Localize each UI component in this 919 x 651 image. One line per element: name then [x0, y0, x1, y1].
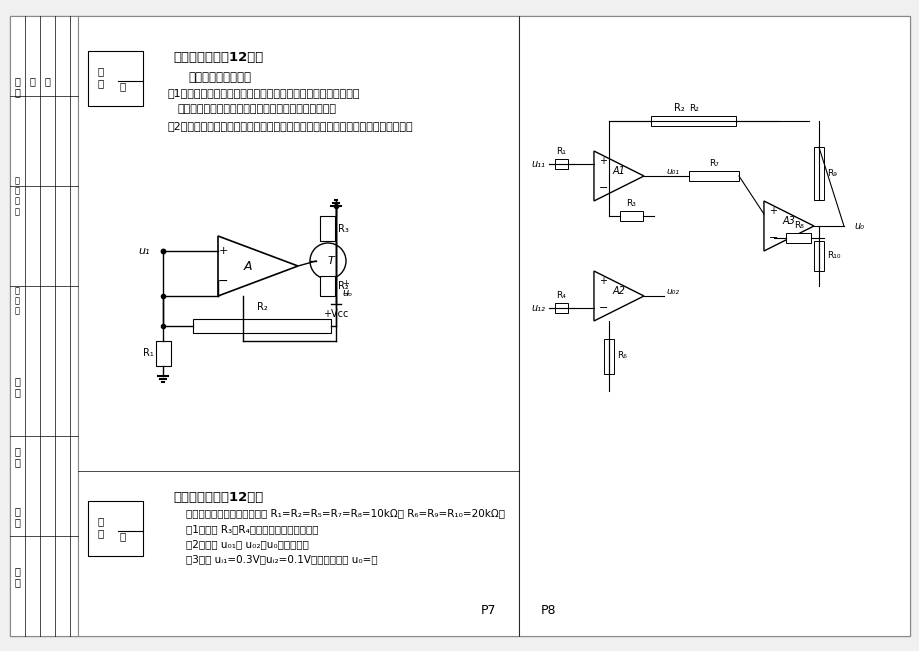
Text: 学
号: 学 号	[14, 376, 20, 398]
Text: （3）设 uᵢ₁=0.3V，uᵢ₂=0.1V，则输出电压 u₀=？: （3）设 uᵢ₁=0.3V，uᵢ₂=0.1V，则输出电压 u₀=？	[186, 554, 377, 564]
Text: R₂: R₂	[337, 281, 348, 291]
Text: （2）若反馈含交流负反馈，判断其组态；并估算深负反馈情况下的电压放大倍数。: （2）若反馈含交流负反馈，判断其组态；并估算深负反馈情况下的电压放大倍数。	[168, 121, 414, 131]
Text: 六、分析题（全12分）: 六、分析题（全12分）	[173, 51, 263, 64]
Text: R₆: R₆	[617, 352, 626, 361]
Text: +: +	[598, 156, 607, 166]
Bar	[78, 16, 518, 636]
Bar	[320, 216, 335, 241]
Text: 七: 七	[44, 76, 50, 86]
Text: 是正反馈还是负反馈（请用瘜时极性法在图中标明）。: 是正反馈还是负反馈（请用瘜时极性法在图中标明）。	[177, 104, 336, 114]
Bar	[603, 339, 613, 374]
Bar	[10, 16, 78, 636]
Bar	[88, 501, 142, 556]
Bar	[813, 147, 823, 200]
Bar	[88, 51, 142, 106]
Text: 班
级: 班 级	[14, 506, 20, 527]
Text: A2: A2	[612, 286, 625, 296]
Text: R₉: R₉	[826, 169, 836, 178]
Text: u₁₁: u₁₁	[530, 159, 544, 169]
Bar	[518, 16, 909, 636]
Bar	[554, 303, 567, 313]
Text: R₁: R₁	[143, 348, 153, 358]
Bar	[554, 159, 567, 169]
Text: 得
分: 得 分	[98, 66, 104, 88]
Text: R₃: R₃	[337, 224, 348, 234]
Bar	[688, 171, 738, 181]
Text: R₂: R₂	[256, 302, 267, 312]
Text: −: −	[218, 275, 228, 288]
Text: T: T	[327, 256, 334, 266]
Text: A1: A1	[612, 166, 625, 176]
Text: u₁: u₁	[139, 246, 150, 256]
Bar	[619, 211, 642, 221]
Text: uₒ: uₒ	[342, 288, 352, 298]
Bar	[193, 319, 331, 333]
Text: +: +	[598, 276, 607, 286]
Text: +: +	[218, 246, 227, 256]
Text: u₀₂: u₀₂	[666, 286, 679, 296]
Bar	[320, 276, 335, 296]
Text: +Vcc: +Vcc	[323, 309, 348, 319]
Text: 姓
名: 姓 名	[14, 446, 20, 467]
Text: 六: 六	[29, 76, 35, 86]
Text: A: A	[244, 260, 252, 273]
Text: 专
业: 专 业	[14, 566, 20, 588]
Text: P7: P7	[481, 605, 496, 618]
Text: （1）指出电路中引入的反馈，并判断是直流反馈还是交流反馈，: （1）指出电路中引入的反馈，并判断是直流反馈还是交流反馈，	[168, 88, 360, 98]
Text: u₀: u₀	[853, 221, 863, 231]
Text: R₃: R₃	[626, 199, 636, 208]
Text: 七、计算题（全12分）: 七、计算题（全12分）	[173, 491, 263, 504]
Text: 阅
卷
人: 阅 卷 人	[15, 286, 19, 316]
Text: R₁₀: R₁₀	[826, 251, 840, 260]
Text: 题
号: 题 号	[14, 76, 20, 98]
Text: R₈: R₈	[793, 221, 803, 230]
Text: 得
分: 得 分	[98, 516, 104, 538]
Text: +: +	[768, 206, 777, 216]
Text: A3: A3	[782, 216, 795, 226]
Text: R₂: R₂	[688, 104, 698, 113]
Text: R₁: R₁	[556, 147, 566, 156]
Text: R₄: R₄	[556, 291, 566, 300]
Text: −: −	[598, 183, 607, 193]
Text: u₁₂: u₁₂	[530, 303, 544, 313]
Text: P8: P8	[540, 605, 556, 618]
Bar	[813, 241, 823, 271]
Text: u₀₁: u₀₁	[666, 167, 679, 176]
Bar	[156, 341, 171, 366]
Text: R₂: R₂	[673, 103, 684, 113]
Bar	[651, 116, 736, 126]
Text: R₇: R₇	[709, 159, 718, 168]
Text: 得
分
登
记: 得 分 登 记	[15, 176, 19, 216]
Text: −: −	[768, 233, 777, 243]
Text: −: −	[598, 303, 607, 313]
Text: （2）列出 u₀₁、 u₀₂和u₀的表达式；: （2）列出 u₀₁、 u₀₂和u₀的表达式；	[186, 539, 309, 549]
Text: +
−: + −	[342, 279, 348, 298]
Text: 分: 分	[119, 81, 126, 91]
Text: 如图所示放大电路。: 如图所示放大电路。	[187, 71, 251, 84]
Text: （1）试题 R₃和R₄分别应选用多大的电阻；: （1）试题 R₃和R₄分别应选用多大的电阻；	[186, 524, 318, 534]
Text: 分: 分	[119, 531, 126, 541]
Text: 在图所示的放大电路中，已知 R₁=R₂=R₅=R₇=R₈=10kΩ， R₆=R₉=R₁₀=20kΩ；: 在图所示的放大电路中，已知 R₁=R₂=R₅=R₇=R₈=10kΩ， R₆=R₉…	[186, 508, 505, 518]
Bar	[786, 233, 811, 243]
